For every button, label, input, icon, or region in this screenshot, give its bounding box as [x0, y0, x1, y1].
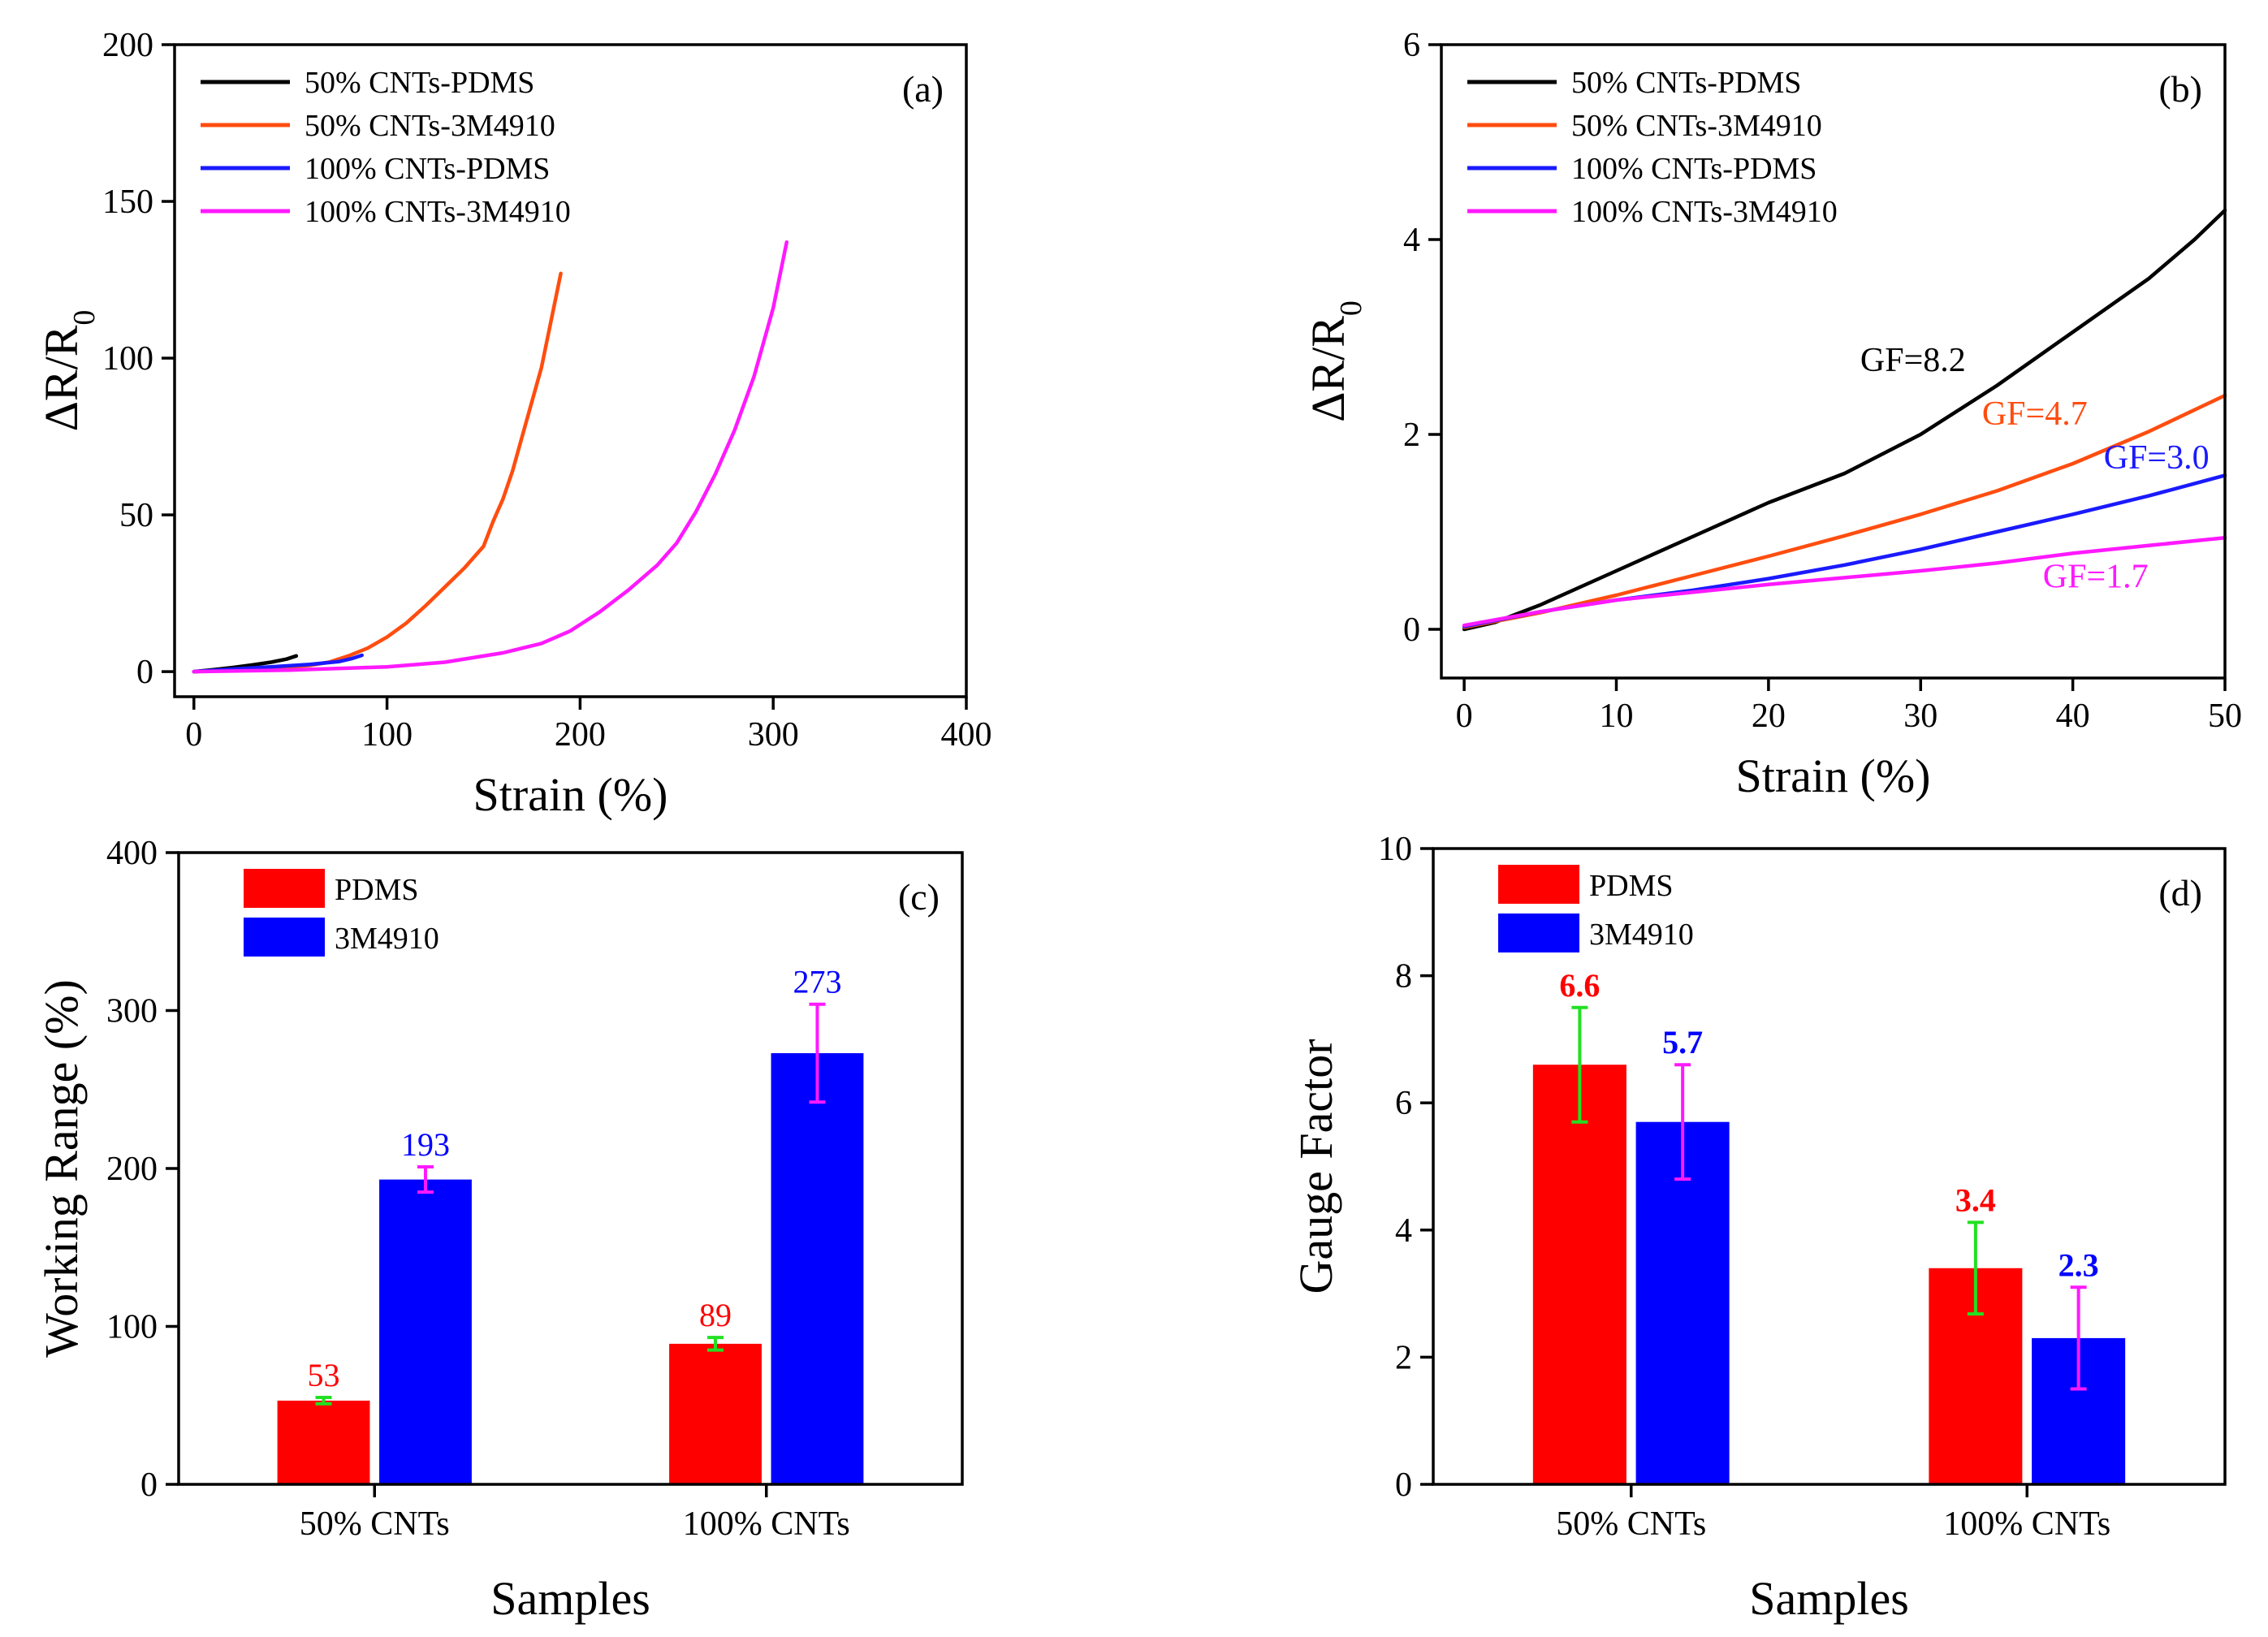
panel-label: (d) [2158, 872, 2202, 914]
legend-label-1: 50% CNTs-PDMS [305, 66, 534, 100]
x-axis-label: Strain (%) [473, 768, 668, 821]
y-tick-label: 2 [1395, 1339, 1412, 1376]
series-line-2 [192, 271, 563, 674]
bar-3m4910-2 [771, 1053, 864, 1484]
x-tick-label: 30 [1903, 698, 1938, 735]
y-tick-label: 100 [106, 1309, 158, 1346]
gf-annotation-1: GF=8.2 [1860, 342, 1966, 379]
y-tick-label: 4 [1395, 1212, 1412, 1250]
plot-frame [173, 43, 968, 698]
bar-3m4910-1 [379, 1179, 472, 1484]
x-category-label: 50% CNTs [1556, 1505, 1706, 1543]
series-line-2 [1462, 393, 2227, 629]
panel-label: (b) [2158, 68, 2202, 110]
x-tick-label: 0 [185, 716, 202, 754]
plot-frame [1432, 847, 2227, 1486]
legend-swatch-3m4910 [1498, 914, 1579, 952]
x-tick-label: 40 [2056, 698, 2090, 735]
x-category-label: 50% CNTs [300, 1505, 450, 1543]
y-tick-label: 0 [140, 1466, 158, 1504]
y-axis-label: ΔR/R0 [1302, 300, 1368, 422]
bar-value-label: 5.7 [1662, 1024, 1703, 1060]
legend-label-4: 100% CNTs-3M4910 [305, 195, 571, 229]
bar-value-label: 273 [793, 964, 841, 1000]
bar-pdms-1 [1532, 1065, 1626, 1484]
y-axis-label: Working Range (%) [35, 979, 88, 1358]
y-axis-label-main: ΔR/R [35, 325, 88, 431]
y-tick-label: 50 [119, 497, 153, 534]
x-category-label: 100% CNTs [683, 1505, 850, 1543]
y-tick-label: 200 [106, 1151, 158, 1188]
y-axis-label-main: ΔR/R [1302, 316, 1354, 422]
x-tick-label: 400 [941, 716, 992, 754]
legend-label-3m4910: 3M4910 [1589, 918, 1694, 952]
y-tick-label: 100 [102, 340, 153, 378]
x-tick-label: 300 [748, 716, 799, 754]
legend-swatch-pdms [244, 869, 325, 908]
bar-value-label: 3.4 [1955, 1181, 1996, 1218]
y-tick-label: 8 [1395, 958, 1412, 996]
x-tick-label: 10 [1599, 698, 1633, 735]
panel-label: (c) [898, 876, 940, 918]
legend-swatch-3m4910 [244, 918, 325, 957]
y-tick-label: 200 [102, 27, 153, 64]
x-tick-label: 200 [555, 716, 606, 754]
gf-annotation-2: GF=4.7 [1982, 395, 2088, 433]
legend-label-3: 100% CNTs-PDMS [305, 152, 550, 186]
plot-frame [1440, 43, 2227, 680]
y-tick-label: 4 [1403, 222, 1420, 259]
y-tick-label: 6 [1395, 1085, 1412, 1122]
legend-label-1: 50% CNTs-PDMS [1571, 66, 1801, 100]
x-axis-label: Strain (%) [1736, 749, 1931, 802]
bar-value-label: 193 [401, 1126, 450, 1163]
legend-swatch-pdms [1498, 865, 1579, 904]
series-line-1 [1462, 208, 2227, 632]
panel-d: 6.6 5.7 50% CNTs 3.4 2.3 100% CNTs 0 2 4 6 8 10 Samp… [1290, 831, 2227, 1625]
legend-label-2: 50% CNTs-3M4910 [305, 109, 555, 143]
panel-c: 53 193 50% CNTs 89 273 100% CNTs 0 100 200 300 400… [35, 835, 964, 1625]
legend-label-2: 50% CNTs-3M4910 [1571, 109, 1822, 143]
y-axis-label: Gauge Factor [1290, 1039, 1342, 1294]
y-tick-label: 150 [102, 184, 153, 221]
bar-pdms-2 [669, 1343, 762, 1484]
y-axis-label: ΔR/R0 [35, 310, 102, 432]
panel-label: (a) [902, 68, 944, 110]
x-tick-label: 20 [1752, 698, 1786, 735]
x-tick-label: 100 [361, 716, 413, 754]
bar-value-label: 53 [308, 1357, 340, 1393]
x-axis-label: Samples [1749, 1572, 1909, 1625]
x-tick-label: 50 [2208, 698, 2242, 735]
legend-label-pdms: PDMS [335, 873, 419, 907]
y-tick-label: 300 [106, 993, 158, 1030]
y-tick-label: 0 [136, 654, 153, 691]
series-line-3 [192, 653, 364, 674]
y-tick-label: 10 [1378, 831, 1412, 868]
y-axis-label-subscript: 0 [67, 310, 102, 326]
series-line-4 [1462, 535, 2227, 628]
legend-label-pdms: PDMS [1589, 869, 1674, 903]
x-category-label: 100% CNTs [1943, 1505, 2110, 1543]
y-tick-label: 2 [1403, 417, 1420, 454]
bar-value-label: 2.3 [2058, 1246, 2099, 1283]
bar-value-label: 6.6 [1559, 967, 1600, 1004]
y-tick-label: 400 [106, 835, 158, 872]
y-tick-label: 0 [1395, 1466, 1412, 1504]
legend-label-3m4910: 3M4910 [335, 922, 439, 956]
bar-value-label: 89 [699, 1297, 732, 1333]
x-axis-label: Samples [490, 1572, 650, 1625]
series-line-4 [192, 240, 789, 674]
y-tick-label: 6 [1403, 27, 1420, 64]
gf-annotation-3: GF=3.0 [2104, 439, 2210, 477]
y-tick-label: 0 [1403, 611, 1420, 649]
legend-label-4: 100% CNTs-3M4910 [1571, 195, 1838, 229]
x-tick-label: 0 [1456, 698, 1473, 735]
legend-label-3: 100% CNTs-PDMS [1571, 152, 1817, 186]
bar-3m4910-1 [1635, 1121, 1730, 1484]
gf-annotation-4: GF=1.7 [2043, 558, 2149, 595]
y-axis-label-subscript: 0 [1334, 300, 1368, 316]
bar-pdms-1 [277, 1400, 370, 1484]
